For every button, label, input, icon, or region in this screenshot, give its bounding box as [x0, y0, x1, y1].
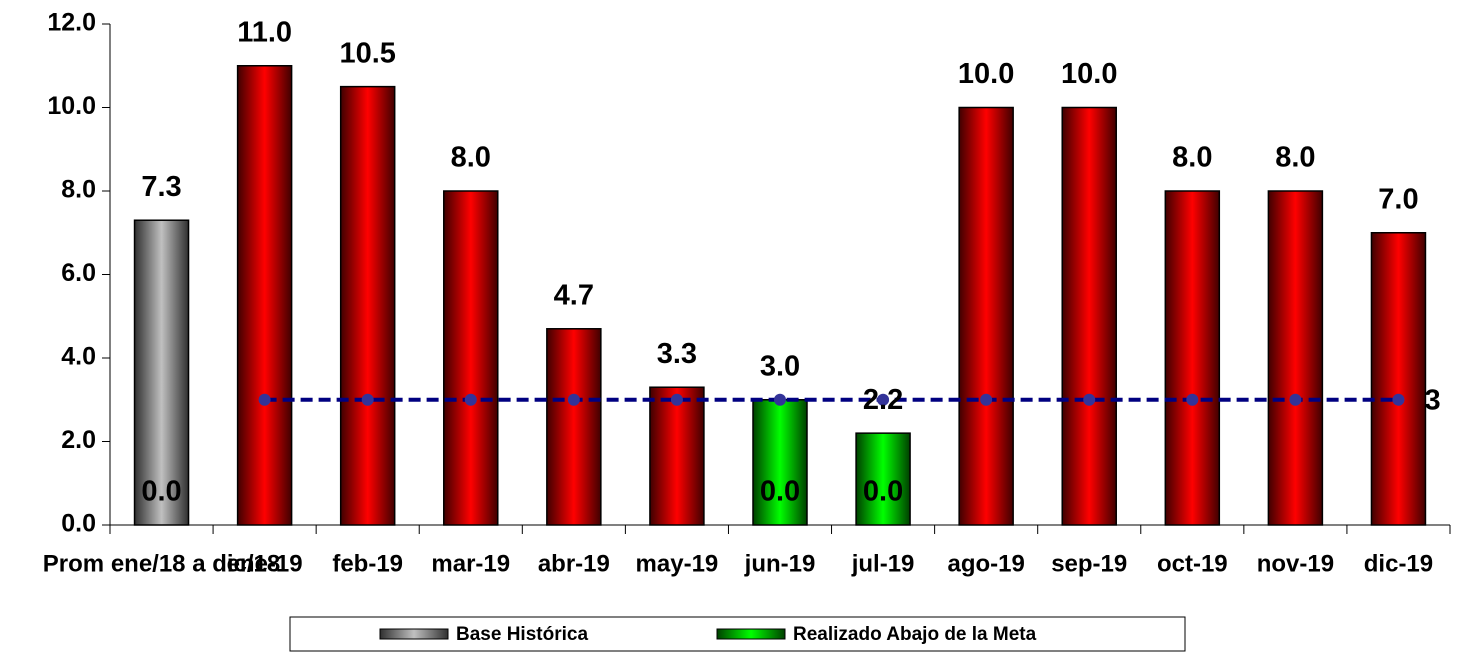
- x-tick-label: ago-19: [947, 550, 1024, 577]
- legend-swatch: [379, 628, 449, 640]
- x-tick-label: dic-19: [1364, 550, 1433, 577]
- data-label: 3.3: [657, 338, 697, 370]
- x-tick-label: ene-19: [227, 550, 303, 577]
- bar: [1164, 190, 1221, 526]
- data-label: 3.0: [760, 350, 800, 382]
- bar: [1061, 106, 1117, 526]
- data-label: 0.0: [141, 476, 181, 508]
- y-tick-label: 12.0: [47, 9, 96, 37]
- y-tick-label: 8.0: [61, 176, 96, 204]
- target-marker: [464, 393, 477, 406]
- x-tick-label: nov-19: [1257, 550, 1334, 577]
- target-marker: [1289, 393, 1302, 406]
- legend-label: Realizado Abajo de la Meta: [793, 624, 1037, 645]
- data-label: 3: [1424, 384, 1440, 416]
- x-tick-label: jul-19: [851, 550, 915, 577]
- data-label: 8.0: [1172, 142, 1212, 174]
- data-label: 8.0: [451, 142, 491, 174]
- bar: [339, 85, 396, 526]
- target-marker: [1083, 393, 1096, 406]
- target-marker: [1392, 393, 1405, 406]
- bar: [443, 190, 499, 526]
- data-label: 0.0: [863, 476, 903, 508]
- y-tick-label: 10.0: [47, 92, 96, 120]
- data-label: 7.0: [1378, 183, 1418, 215]
- bar: [1267, 190, 1324, 526]
- data-label: 11.0: [237, 16, 292, 48]
- bar: [649, 386, 705, 526]
- data-label: 10.5: [339, 37, 395, 69]
- target-marker: [258, 393, 271, 406]
- data-label: 10.0: [958, 58, 1014, 90]
- legend-label: Base Histórica: [456, 624, 588, 645]
- target-marker: [567, 393, 580, 406]
- data-label: 0.0: [760, 476, 800, 508]
- x-tick-label: sep-19: [1051, 550, 1127, 577]
- target-marker: [980, 393, 993, 406]
- target-marker: [774, 393, 786, 406]
- x-tick-label: mar-19: [431, 550, 510, 577]
- x-tick-label: feb-19: [332, 550, 403, 577]
- y-tick-label: 0.0: [61, 510, 96, 538]
- bar: [133, 219, 190, 526]
- target-marker: [877, 393, 890, 406]
- target-marker: [670, 393, 683, 406]
- y-tick-label: 4.0: [61, 343, 96, 371]
- bar: [752, 399, 808, 526]
- data-label: 2.2: [863, 384, 903, 416]
- data-label: 10.0: [1061, 58, 1117, 90]
- bar: [236, 65, 293, 526]
- legend-swatch: [716, 628, 786, 640]
- y-tick-label: 6.0: [61, 259, 96, 287]
- data-label: 4.7: [554, 279, 594, 311]
- y-tick-label: 2.0: [61, 426, 96, 454]
- target-marker: [1186, 393, 1199, 406]
- x-tick-label: may-19: [636, 550, 719, 577]
- target-marker: [361, 393, 374, 406]
- data-label: 7.3: [141, 171, 181, 203]
- bar: [855, 432, 911, 526]
- data-label: 8.0: [1275, 142, 1315, 174]
- bar: [546, 328, 602, 526]
- x-tick-label: abr-19: [538, 550, 610, 577]
- bar: [958, 106, 1014, 526]
- x-tick-label: jun-19: [744, 550, 816, 577]
- x-tick-label: Prom ene/18 a dic/18: [43, 550, 280, 577]
- bar: [1370, 232, 1427, 526]
- x-tick-label: oct-19: [1157, 550, 1228, 577]
